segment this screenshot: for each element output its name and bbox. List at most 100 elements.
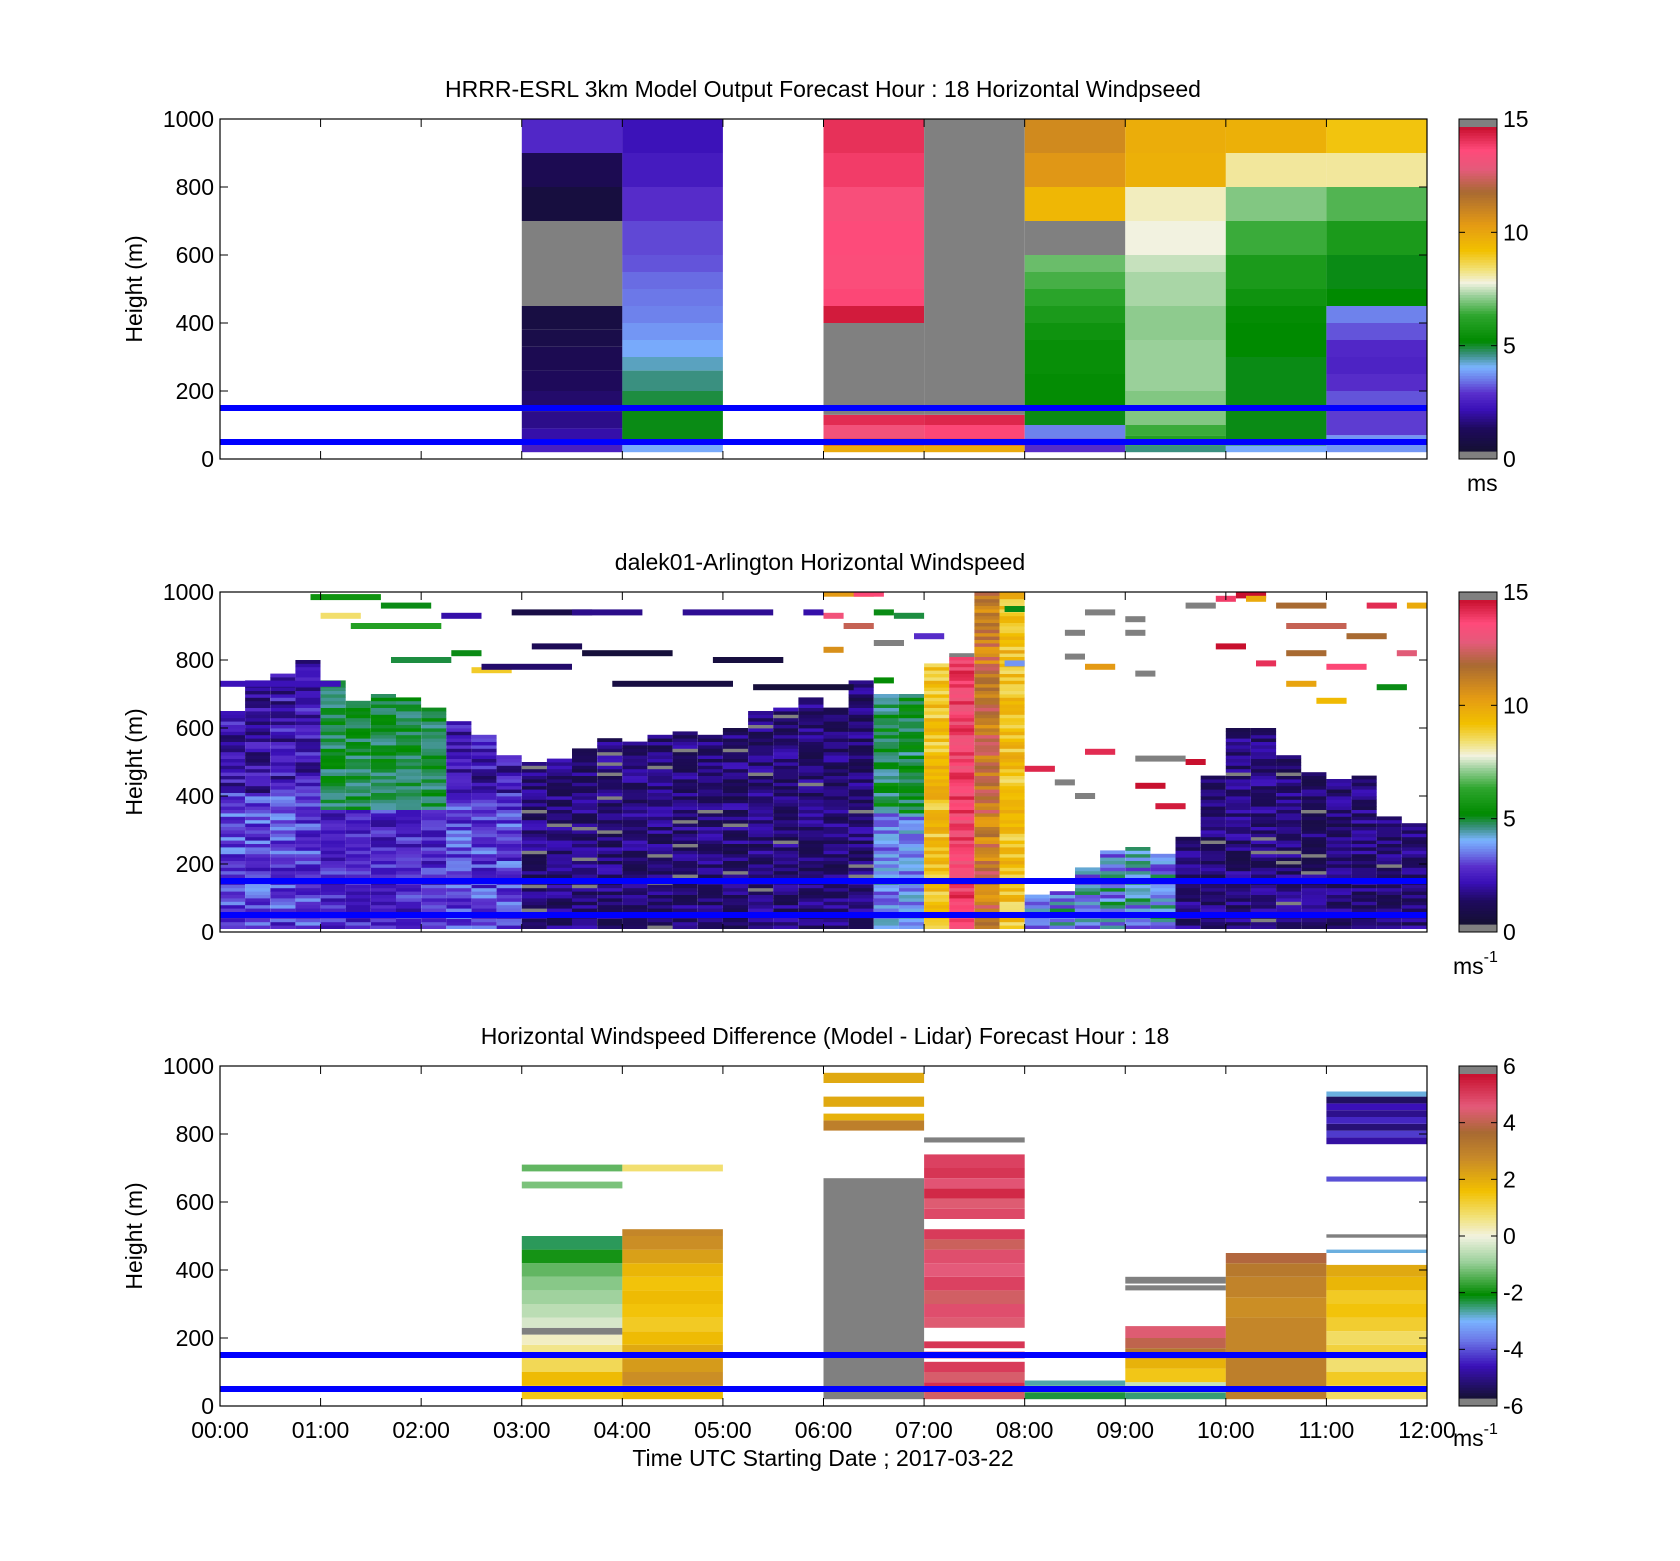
- heatmap-streak: [1276, 602, 1327, 609]
- heatmap-cell: [521, 768, 547, 773]
- heatmap-cell: [798, 823, 824, 827]
- heatmap-cell: [873, 785, 899, 790]
- heatmap-cell: [245, 833, 271, 838]
- heatmap-cell: [220, 819, 246, 824]
- heatmap-cell: [873, 870, 899, 875]
- heatmap-cell: [396, 796, 422, 800]
- heatmap-cell: [848, 738, 874, 742]
- heatmap-cell: [446, 819, 472, 824]
- heatmap-cell: [647, 836, 673, 841]
- heatmap-cell: [999, 891, 1025, 895]
- heatmap-cell: [1301, 819, 1327, 824]
- heatmap-cell: [220, 779, 246, 783]
- panel-diff-xticks: 00:00 01:00 02:00 03:00 04:00 05:00 06:00 07:00…: [191, 1066, 1456, 1443]
- heatmap-cell: [446, 860, 472, 865]
- heatmap-cell: [622, 874, 648, 878]
- heatmap-cell: [1326, 1372, 1427, 1386]
- heatmap-cell: [798, 813, 824, 817]
- heatmap-cell: [1351, 782, 1377, 787]
- heatmap-cell: [1301, 796, 1327, 800]
- heatmap-cell: [823, 762, 849, 766]
- colorbar-segment: [1459, 232, 1497, 236]
- heatmap-cell: [1301, 806, 1327, 810]
- colorbar-segment: [1459, 624, 1497, 628]
- heatmap-cell: [1251, 758, 1277, 763]
- heatmap-cell: [1125, 860, 1151, 865]
- heatmap-cell: [798, 898, 824, 902]
- heatmap-cell: [798, 918, 824, 923]
- colorbar-segment: [1459, 775, 1497, 779]
- heatmap-cell: [345, 765, 371, 770]
- heatmap-cell: [1225, 785, 1251, 790]
- heatmap-cell: [270, 677, 296, 681]
- heatmap-cell: [1376, 850, 1402, 855]
- heatmap-cell: [320, 745, 346, 749]
- heatmap-cell: [1200, 894, 1226, 899]
- colorbar-segment: [1459, 154, 1497, 158]
- heatmap-cell: [471, 836, 497, 841]
- heatmap-cell: [873, 867, 899, 872]
- heatmap-cell: [999, 639, 1025, 644]
- heatmap-cell: [546, 898, 572, 902]
- xtick-label: 11:00: [1298, 1417, 1354, 1443]
- heatmap-cell: [446, 765, 472, 770]
- heatmap-cell: [496, 921, 522, 926]
- heatmap-cell: [1225, 830, 1251, 834]
- heatmap-cell: [748, 898, 774, 902]
- heatmap-cell: [722, 758, 748, 763]
- heatmap-cell: [597, 819, 623, 824]
- heatmap-cell: [370, 751, 396, 756]
- heatmap-cell: [396, 860, 422, 865]
- colorbar-segment: [1459, 399, 1497, 403]
- colorbar-segment: [1459, 1319, 1497, 1323]
- heatmap-cell: [295, 697, 321, 702]
- heatmap-cell: [1376, 908, 1402, 912]
- heatmap-cell: [1376, 847, 1402, 851]
- heatmap-cell: [1301, 853, 1327, 858]
- heatmap-cell: [1251, 925, 1277, 929]
- heatmap-cell: [245, 850, 271, 855]
- heatmap-cell: [748, 908, 774, 912]
- heatmap-cell: [1125, 119, 1226, 153]
- heatmap-cell: [320, 819, 346, 824]
- heatmap-cell: [396, 721, 422, 725]
- heatmap-cell: [924, 765, 950, 770]
- heatmap-cell: [496, 870, 522, 875]
- heatmap-cell: [949, 904, 975, 909]
- heatmap-cell: [1326, 819, 1352, 824]
- colorbar-segment: [1459, 1133, 1497, 1137]
- heatmap-cell: [773, 830, 799, 834]
- heatmap-cell: [974, 632, 1000, 637]
- heatmap-cell: [898, 755, 924, 759]
- heatmap-cell: [521, 1263, 623, 1277]
- heatmap-cell: [496, 796, 522, 800]
- heatmap-cell: [1225, 809, 1251, 814]
- heatmap-cell: [270, 799, 296, 804]
- colorbar-segment: [1459, 1349, 1497, 1353]
- colorbar-segment: [1459, 810, 1497, 814]
- heatmap-cell: [773, 857, 799, 861]
- heatmap-cell: [622, 1358, 723, 1372]
- heatmap-cell: [396, 731, 422, 736]
- heatmap-cell: [949, 779, 975, 783]
- heatmap-cell: [496, 799, 522, 804]
- heatmap-cell: [798, 728, 824, 732]
- colorbar-tick-label: 15: [1503, 579, 1529, 605]
- heatmap-cell: [245, 830, 271, 834]
- colorbar-segment: [1459, 356, 1497, 360]
- heatmap-cell: [873, 830, 899, 834]
- heatmap-cell: [220, 799, 246, 804]
- heatmap-cell: [848, 850, 874, 855]
- heatmap-cell: [1276, 843, 1302, 848]
- heatmap-cell: [924, 891, 950, 895]
- colorbar-segment: [1459, 199, 1497, 204]
- heatmap-cell: [546, 758, 572, 763]
- heatmap-cell: [1326, 1331, 1427, 1345]
- heatmap-cell: [1351, 843, 1377, 848]
- heatmap-cell: [270, 908, 296, 912]
- heatmap-cell: [471, 867, 497, 872]
- colorbar-segment: [1459, 1365, 1497, 1369]
- heatmap-cell: [647, 826, 673, 831]
- colorbar-segment: [1459, 1084, 1497, 1089]
- heatmap-cell: [1150, 867, 1176, 872]
